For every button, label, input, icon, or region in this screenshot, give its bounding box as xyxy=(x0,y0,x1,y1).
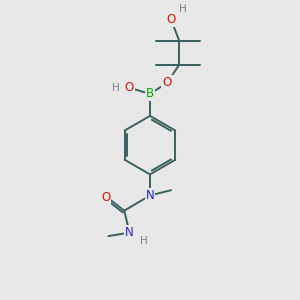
Text: B: B xyxy=(146,88,154,100)
Text: H: H xyxy=(112,82,120,92)
Text: N: N xyxy=(146,189,154,202)
Text: O: O xyxy=(167,13,176,26)
Text: H: H xyxy=(140,236,148,246)
Text: N: N xyxy=(125,226,134,239)
Text: O: O xyxy=(124,81,134,94)
Text: H: H xyxy=(179,4,187,14)
Text: O: O xyxy=(101,191,110,204)
Text: O: O xyxy=(162,76,172,89)
